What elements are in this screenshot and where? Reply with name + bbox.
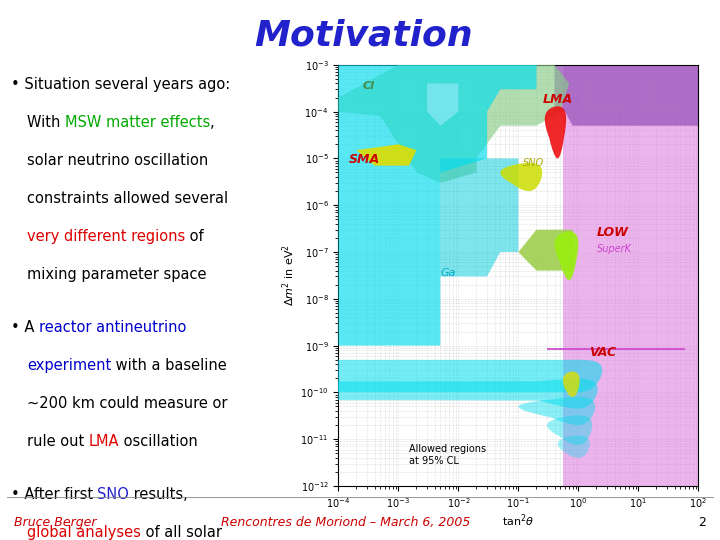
- Text: reactor antineutrino: reactor antineutrino: [38, 320, 186, 335]
- Ellipse shape: [0, 360, 602, 393]
- Ellipse shape: [547, 415, 593, 445]
- Text: mixing parameter space: mixing parameter space: [27, 267, 207, 282]
- Text: • A: • A: [11, 320, 38, 335]
- Polygon shape: [338, 65, 569, 183]
- Text: with a baseline: with a baseline: [112, 358, 227, 373]
- Ellipse shape: [500, 163, 542, 191]
- Text: of all solar: of all solar: [141, 525, 222, 540]
- Polygon shape: [356, 144, 416, 166]
- Polygon shape: [563, 65, 698, 486]
- Ellipse shape: [0, 379, 598, 409]
- Text: LOW: LOW: [596, 226, 629, 239]
- X-axis label: tan$^2\theta$: tan$^2\theta$: [503, 512, 534, 529]
- Text: Allowed regions
at 95% CL: Allowed regions at 95% CL: [409, 444, 486, 465]
- Ellipse shape: [557, 435, 590, 458]
- Text: rule out: rule out: [27, 434, 89, 449]
- Polygon shape: [441, 158, 518, 276]
- Text: ~200 km could measure or: ~200 km could measure or: [27, 396, 228, 411]
- Text: 2: 2: [698, 516, 706, 530]
- Bar: [547, 348, 685, 350]
- Polygon shape: [518, 230, 576, 271]
- Ellipse shape: [518, 397, 595, 425]
- Polygon shape: [427, 83, 459, 126]
- Ellipse shape: [545, 106, 566, 158]
- Text: LMA: LMA: [542, 93, 572, 106]
- Text: SuperK: SuperK: [596, 244, 631, 254]
- Text: Rencontres de Moriond – March 6, 2005: Rencontres de Moriond – March 6, 2005: [221, 516, 470, 530]
- Polygon shape: [554, 65, 698, 126]
- Ellipse shape: [554, 232, 578, 280]
- Text: LMA: LMA: [89, 434, 120, 449]
- Text: global analyses: global analyses: [27, 525, 141, 540]
- Text: VAC: VAC: [589, 346, 616, 359]
- Text: constraints allowed several: constraints allowed several: [27, 191, 228, 206]
- Text: oscillation: oscillation: [120, 434, 198, 449]
- Text: SNO: SNO: [523, 158, 544, 167]
- Text: very different regions: very different regions: [27, 229, 185, 244]
- Text: results,: results,: [129, 487, 188, 502]
- Ellipse shape: [563, 372, 580, 397]
- Text: Bruce Berger: Bruce Berger: [14, 516, 97, 530]
- Text: ,: ,: [210, 116, 215, 130]
- Text: solar neutrino oscillation: solar neutrino oscillation: [27, 153, 208, 168]
- Text: With: With: [27, 116, 65, 130]
- Text: Cl: Cl: [362, 82, 374, 91]
- Text: of: of: [185, 229, 204, 244]
- Polygon shape: [338, 65, 536, 346]
- Text: experiment: experiment: [27, 358, 112, 373]
- Text: Motivation: Motivation: [254, 18, 473, 52]
- Y-axis label: $\Delta m^2$ in eV$^2$: $\Delta m^2$ in eV$^2$: [281, 244, 297, 307]
- Text: • Situation several years ago:: • Situation several years ago:: [11, 77, 230, 92]
- Text: Ga: Ga: [441, 268, 456, 279]
- Text: SMA: SMA: [349, 153, 380, 166]
- Text: SNO: SNO: [97, 487, 129, 502]
- Text: MSW matter effects: MSW matter effects: [65, 116, 210, 130]
- Text: • After first: • After first: [11, 487, 97, 502]
